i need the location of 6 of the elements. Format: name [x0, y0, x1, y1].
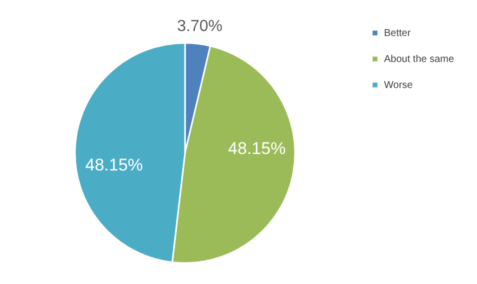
legend-label: About the same	[384, 54, 454, 65]
data-label: 48.15%	[228, 138, 286, 158]
legend-label: Better	[384, 28, 412, 39]
data-label: 48.15%	[85, 155, 143, 174]
data-label: 3.70%	[177, 18, 223, 35]
legend-label: Worse	[384, 80, 414, 91]
